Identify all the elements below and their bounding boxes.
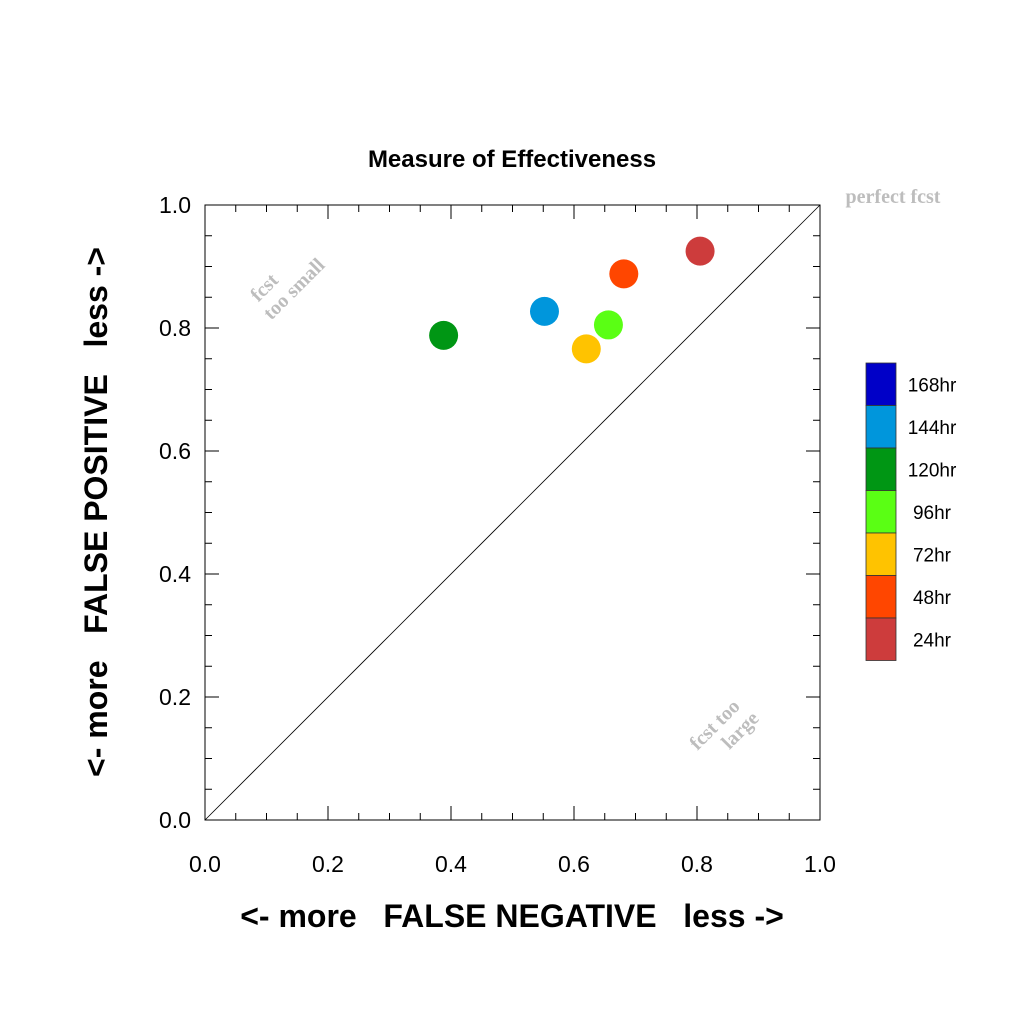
data-point-144hr <box>529 296 559 326</box>
y-tick-label: 0.6 <box>159 438 191 464</box>
too-small-annotation: fcst too small <box>246 254 329 324</box>
x-tick-label: 0.2 <box>312 851 344 877</box>
legend-swatch-168hr <box>865 362 897 406</box>
x-tick-label: 0.4 <box>435 851 467 877</box>
data-point-96hr <box>593 310 623 340</box>
too-large-annotation: fcst too large <box>685 695 763 754</box>
legend-swatch-72hr <box>865 532 897 576</box>
legend-swatch-48hr <box>865 575 897 619</box>
x-tick-label: 0.6 <box>558 851 590 877</box>
legend-label-96hr: 96hr <box>913 503 952 524</box>
plot-area: 0.0 0.0 0.2 0.2 0.4 0.4 0.6 0.6 0.8 0.8 1.0 1.0 <box>159 192 836 877</box>
y-tick-label: 0.0 <box>159 807 191 833</box>
legend-label-24hr: 24hr <box>913 630 952 651</box>
legend-label-48hr: 48hr <box>913 588 952 609</box>
x-axis-title: <- more FALSE NEGATIVE less -> <box>240 898 784 934</box>
diagonal-line <box>204 204 821 821</box>
legend-swatch-144hr <box>865 405 897 449</box>
chart-title: Measure of Effectiveness <box>368 146 656 173</box>
y-tick-label: 0.2 <box>159 684 191 710</box>
x-tick-label: 0.8 <box>681 851 713 877</box>
x-tick-label: 0.0 <box>189 851 221 877</box>
data-point-72hr <box>571 334 601 364</box>
y-tick-label: 0.8 <box>159 315 191 341</box>
legend-label-72hr: 72hr <box>913 545 952 566</box>
y-axis-title: <- more FALSE POSITIVE less -> <box>78 247 114 777</box>
data-point-48hr <box>609 259 639 289</box>
legend-swatch-120hr <box>865 447 897 491</box>
legend-swatch-96hr <box>865 490 897 534</box>
x-tick-label: 1.0 <box>804 851 836 877</box>
legend-label-120hr: 120hr <box>908 460 957 481</box>
data-point-24hr <box>685 236 715 266</box>
legend: 168hr 144hr 120hr 96hr 72hr 48hr 24hr <box>865 362 957 661</box>
perfect-forecast-annotation: perfect fcst <box>846 186 941 208</box>
legend-label-168hr: 168hr <box>908 375 957 396</box>
y-tick-label: 0.4 <box>159 561 191 587</box>
legend-swatch-24hr <box>865 617 897 661</box>
legend-label-144hr: 144hr <box>908 418 957 439</box>
y-tick-label: 1.0 <box>159 192 191 218</box>
data-point-120hr <box>429 320 459 350</box>
